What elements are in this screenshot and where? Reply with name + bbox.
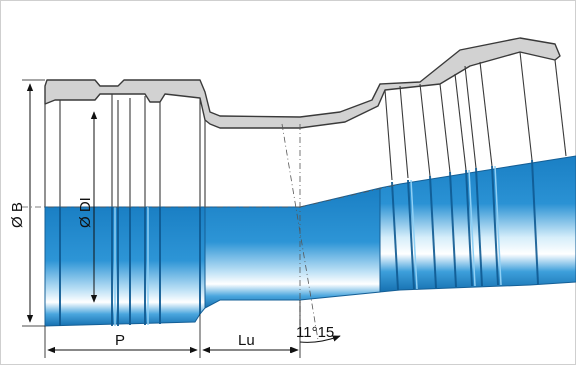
extension-lines bbox=[44, 300, 301, 358]
pipe-band-highlights bbox=[114, 165, 502, 326]
top-wall bbox=[44, 37, 561, 129]
bend-angle-dimension: 11°15 bbox=[290, 324, 341, 354]
useful-length-dimension: Lu bbox=[202, 332, 298, 354]
left-socket-outline bbox=[44, 94, 206, 207]
pipe-band-details bbox=[59, 159, 539, 326]
inner-diameter-dimension: Ø DI bbox=[77, 111, 98, 303]
socket-depth-label: P bbox=[115, 332, 125, 349]
spigot-body bbox=[204, 187, 381, 309]
bend-angle-label: 11°15 bbox=[296, 324, 334, 341]
inner-diameter-label: Ø DI bbox=[77, 197, 94, 228]
socket-depth-dimension: P bbox=[47, 332, 198, 354]
outer-diameter-label: Ø B bbox=[9, 202, 26, 228]
right-socket-outline bbox=[384, 51, 567, 181]
useful-length-label: Lu bbox=[238, 332, 255, 349]
left-socket-body bbox=[44, 206, 206, 327]
outer-diameter-dimension: Ø B bbox=[9, 79, 45, 327]
center-lines bbox=[22, 123, 401, 341]
